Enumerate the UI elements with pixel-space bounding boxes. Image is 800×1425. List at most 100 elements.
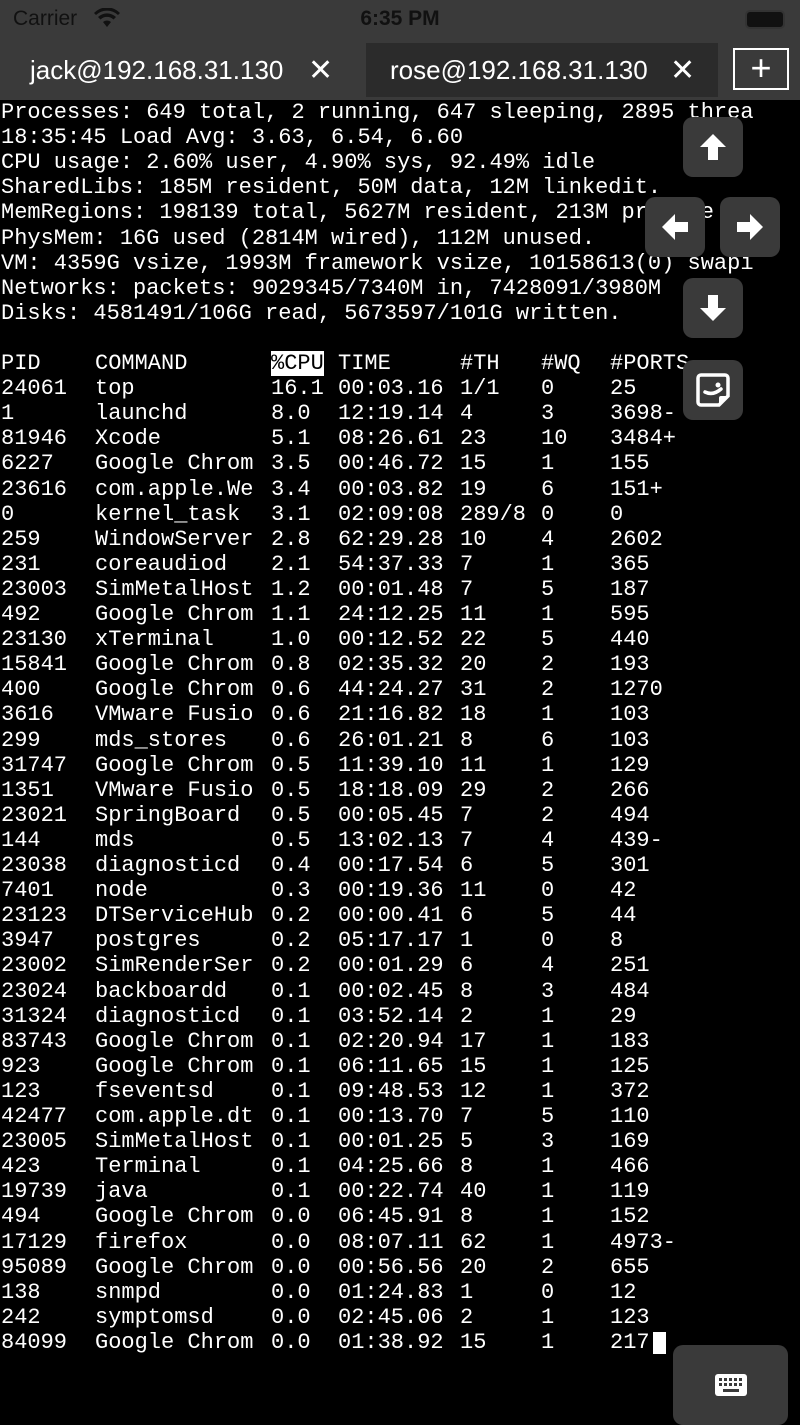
arrow-down-button[interactable] <box>683 278 743 338</box>
cell: 0.1 <box>271 1179 311 1205</box>
cell: backboardd <box>95 978 228 1004</box>
clock: 6:35 PM <box>360 7 440 30</box>
cell: 266 <box>610 777 650 803</box>
cell: 15 <box>460 1329 487 1355</box>
cell: 0.6 <box>271 727 311 753</box>
cell: 3 <box>541 978 555 1004</box>
table-row: 23038 diagnosticd 0.4 00:17.54 6 5 301 <box>1 853 800 878</box>
cell: xTerminal <box>95 627 214 653</box>
cell: 2 <box>460 1003 474 1029</box>
cell: 2 <box>460 1304 474 1330</box>
cell: 103 <box>610 727 650 753</box>
column-header[interactable]: COMMAND <box>95 351 188 376</box>
column-header[interactable]: %CPU <box>271 351 324 376</box>
cell: 144 <box>1 827 41 853</box>
close-tab-icon[interactable]: ✕ <box>308 53 334 87</box>
cell: 23616 <box>1 476 68 502</box>
cell: 0.3 <box>271 878 311 904</box>
cell: 8.0 <box>271 401 311 427</box>
cell: 138 <box>1 1279 41 1305</box>
cell: 25 <box>610 376 637 402</box>
cell: 62:29.28 <box>338 526 444 552</box>
cell: 0.1 <box>271 1154 311 1180</box>
cell: VMware Fusio <box>95 702 254 728</box>
cell: mds <box>95 827 135 853</box>
cell: 0 <box>610 501 624 527</box>
cell: 02:45.06 <box>338 1304 444 1330</box>
keyboard-button[interactable] <box>673 1345 788 1425</box>
cell: 1 <box>541 1229 555 1255</box>
cell: 8 <box>460 727 474 753</box>
cell: 103 <box>610 702 650 728</box>
cell: 3616 <box>1 702 54 728</box>
cell: 1 <box>541 1179 555 1205</box>
cell: 83743 <box>1 1028 68 1054</box>
cell: Google Chrom <box>95 1204 254 1230</box>
arrow-down-icon <box>700 295 726 321</box>
cell: 3698- <box>610 401 677 427</box>
tab-jack[interactable]: jack@192.168.31.130 ✕ <box>0 43 362 97</box>
column-header[interactable]: #TH <box>460 351 500 376</box>
cell: 2 <box>541 777 555 803</box>
cell: 217 <box>610 1329 650 1355</box>
cell: 2 <box>541 652 555 678</box>
cell: 3 <box>541 1129 555 1155</box>
arrow-right-button[interactable] <box>720 197 780 257</box>
cell: 0.1 <box>271 1129 311 1155</box>
table-row: 95089 Google Chrom 0.0 00:56.56 20 2 655 <box>1 1255 800 1280</box>
table-row: 242 symptomsd 0.0 02:45.06 2 1 123 <box>1 1305 800 1330</box>
table-row: 1351 VMware Fusio 0.5 18:18.09 29 2 266 <box>1 778 800 803</box>
cell: 1.0 <box>271 627 311 653</box>
cell: 8 <box>460 978 474 1004</box>
cell: 0.8 <box>271 652 311 678</box>
cell: 11 <box>460 878 487 904</box>
sticker-button[interactable] <box>683 360 743 420</box>
table-row: 42477 com.apple.dt 0.1 00:13.70 7 5 110 <box>1 1104 800 1129</box>
cell: 0.0 <box>271 1329 311 1355</box>
cell: 00:01.48 <box>338 576 444 602</box>
arrow-left-button[interactable] <box>645 197 705 257</box>
cell: 0.1 <box>271 1078 311 1104</box>
table-row: 138 snmpd 0.0 01:24.83 1 0 12 <box>1 1280 800 1305</box>
column-header[interactable]: #PORTS <box>610 351 690 376</box>
column-header[interactable]: #WQ <box>541 351 581 376</box>
table-row: 19739 java 0.1 00:22.74 40 1 119 <box>1 1179 800 1204</box>
cell: 1 <box>541 451 555 477</box>
table-row: 7401 node 0.3 00:19.36 11 0 42 <box>1 878 800 903</box>
column-header[interactable]: TIME <box>338 351 391 376</box>
cell: 10 <box>460 526 487 552</box>
cell: 1 <box>541 1053 555 1079</box>
cell: 7 <box>460 1104 474 1129</box>
cell: 0 <box>541 1279 555 1305</box>
cell: 11 <box>460 602 487 627</box>
new-tab-button[interactable]: + <box>733 48 789 90</box>
table-row: 23130 xTerminal 1.0 00:12.52 22 5 440 <box>1 627 800 652</box>
cell: 1 <box>541 1204 555 1230</box>
cell: 3.5 <box>271 451 311 477</box>
arrow-up-button[interactable] <box>683 117 743 177</box>
cell: 110 <box>610 1104 650 1129</box>
cell: SpringBoard <box>95 802 241 828</box>
cell: 6227 <box>1 451 54 477</box>
close-tab-icon[interactable]: ✕ <box>670 53 696 87</box>
cell: 00:05.45 <box>338 802 444 828</box>
cell: 09:48.53 <box>338 1078 444 1104</box>
cell: 84099 <box>1 1329 68 1355</box>
cell: 23 <box>460 426 487 452</box>
cell: 13:02.13 <box>338 827 444 853</box>
cell: com.apple.dt <box>95 1104 254 1129</box>
summary-line: Networks: packets: 9029345/7340M in, 742… <box>1 275 662 301</box>
cell: 17 <box>460 1028 487 1054</box>
column-header[interactable]: PID <box>1 351 41 376</box>
cell: 193 <box>610 652 650 678</box>
cell: 24:12.25 <box>338 602 444 627</box>
cell: 1 <box>541 602 555 627</box>
table-row: 0 kernel_task 3.1 02:09:08 289/8 0 0 <box>1 502 800 527</box>
arrow-left-icon <box>662 214 688 240</box>
cell: 3.4 <box>271 476 311 502</box>
cell: 400 <box>1 677 41 703</box>
cell: 5.1 <box>271 426 311 452</box>
tab-rose[interactable]: rose@192.168.31.130 ✕ <box>366 43 718 97</box>
cell: 6 <box>460 953 474 979</box>
cell: 20 <box>460 652 487 678</box>
